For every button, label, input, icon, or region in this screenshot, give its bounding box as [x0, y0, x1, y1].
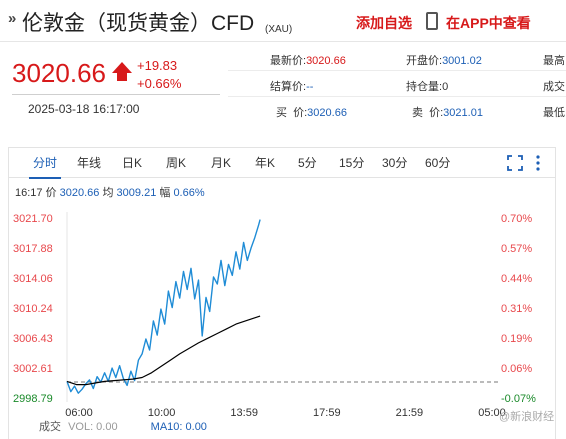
change-percent: +0.66% — [137, 76, 182, 91]
symbol-code: (XAU) — [265, 24, 293, 35]
tab-weekly-k[interactable]: 周K — [166, 156, 187, 170]
page-title: 伦敦金（现货黄金）CFD — [22, 12, 255, 35]
y-tick-label: 3010.24 — [13, 303, 53, 315]
up-arrow-icon-stem — [117, 72, 127, 81]
price-change: +19.83 +0.66% — [137, 57, 181, 93]
y-tick-label: 3021.70 — [13, 213, 53, 225]
title-bullet-icon: » — [8, 10, 17, 27]
y-tick-label-percent: -0.07% — [501, 393, 536, 405]
tab-daily-k[interactable]: 日K — [122, 156, 143, 170]
period-tabs: 分时 年线 日K 周K 月K 年K 5分 15分 30分 60分 — [9, 148, 555, 179]
y-tick-label-percent: 0.19% — [501, 333, 532, 345]
info-price-label: 价 — [45, 187, 57, 199]
legend-volume-label: 成交 — [39, 421, 61, 433]
chart-panel: 分时 年线 日K 周K 月K 年K 5分 15分 30分 60分 16:17 价… — [8, 147, 556, 439]
add-watchlist-button[interactable]: 添加自选 — [356, 15, 412, 31]
y-tick-label: 3017.88 — [13, 243, 53, 255]
tab-monthly-k[interactable]: 月K — [211, 156, 232, 170]
quote-field-volume: 成交 — [543, 81, 565, 93]
divider — [12, 94, 220, 95]
y-tick-label-percent: 0.06% — [501, 363, 532, 375]
page-header: » 伦敦金（现货黄金）CFD (XAU) 添加自选 在APP中查看 — [0, 0, 566, 42]
y-tick-label: 3014.06 — [13, 273, 53, 285]
up-arrow-icon — [112, 62, 132, 73]
x-tick-label: 13:59 — [230, 407, 258, 418]
y-tick-label: 2998.79 — [13, 393, 53, 405]
fullscreen-icon[interactable] — [507, 155, 523, 171]
info-avg: 3009.21 — [116, 187, 157, 199]
quote-field-ask: 卖 价:3021.01 — [412, 107, 483, 119]
quote-field-open: 开盘价:3001.02 — [406, 55, 482, 67]
open-in-app-button[interactable]: 在APP中查看 — [446, 15, 531, 31]
tab-60min[interactable]: 60分 — [425, 156, 451, 170]
indicator-legend: 成交 VOL: 0.00 MA10: 0.00 — [39, 418, 207, 434]
info-time: 16:17 — [15, 187, 43, 199]
x-tick-label: 05:00 — [478, 407, 506, 418]
y-tick-label: 3002.61 — [13, 363, 53, 375]
tab-year-line[interactable]: 年线 — [77, 156, 102, 170]
info-amp-label: 幅 — [159, 187, 171, 199]
price-series-line — [66, 219, 261, 394]
info-amp: 0.66% — [173, 187, 205, 199]
y-tick-label: 3006.43 — [13, 333, 53, 345]
quote-field-last: 最新价:3020.66 — [270, 55, 346, 67]
x-tick-label: 21:59 — [396, 407, 424, 418]
y-tick-label-percent: 0.70% — [501, 213, 532, 225]
divider — [228, 70, 566, 71]
x-tick-label: 17:59 — [313, 407, 341, 418]
more-menu-icon[interactable] — [535, 154, 541, 172]
info-price: 3020.66 — [59, 187, 100, 199]
info-avg-label: 均 — [102, 187, 114, 199]
quote-field-high: 最高 — [543, 55, 565, 67]
tab-30min[interactable]: 30分 — [382, 156, 408, 170]
quote-field-low: 最低 — [543, 107, 565, 119]
intraday-chart[interactable]: 3021.70 0.70% 3017.88 0.57% 3014.06 0.44% 3010… — [9, 204, 555, 418]
average-series-line — [66, 315, 261, 386]
y-tick-label-percent: 0.44% — [501, 273, 532, 285]
x-tick-label: 06:00 — [65, 407, 93, 418]
phone-icon — [426, 12, 438, 30]
tab-15min[interactable]: 15分 — [339, 156, 365, 170]
x-tick-label: 10:00 — [148, 407, 176, 418]
tab-intraday[interactable]: 分时 — [28, 148, 62, 179]
y-tick-label-percent: 0.57% — [501, 243, 532, 255]
quote-field-settle: 结算价:-- — [270, 81, 314, 93]
crosshair-info: 16:17 价 3020.66 均 3009.21 幅 0.66% — [15, 184, 205, 200]
quote-field-bid: 买 价:3020.66 — [276, 107, 347, 119]
quote-field-open-interest: 持仓量:0 — [406, 81, 449, 93]
divider — [228, 96, 566, 97]
tab-yearly-k[interactable]: 年K — [255, 156, 276, 170]
legend-volume: VOL: 0.00 — [68, 421, 118, 433]
legend-ma10: MA10: 0.00 — [150, 421, 207, 433]
quote-timestamp: 2025-03-18 16:17:00 — [28, 102, 140, 116]
source-watermark: @新浪财经 — [499, 411, 555, 423]
y-tick-label-percent: 0.31% — [501, 303, 532, 315]
last-price: 3020.66 — [12, 58, 106, 88]
change-value: +19.83 — [137, 58, 178, 73]
tab-5min[interactable]: 5分 — [298, 156, 317, 170]
